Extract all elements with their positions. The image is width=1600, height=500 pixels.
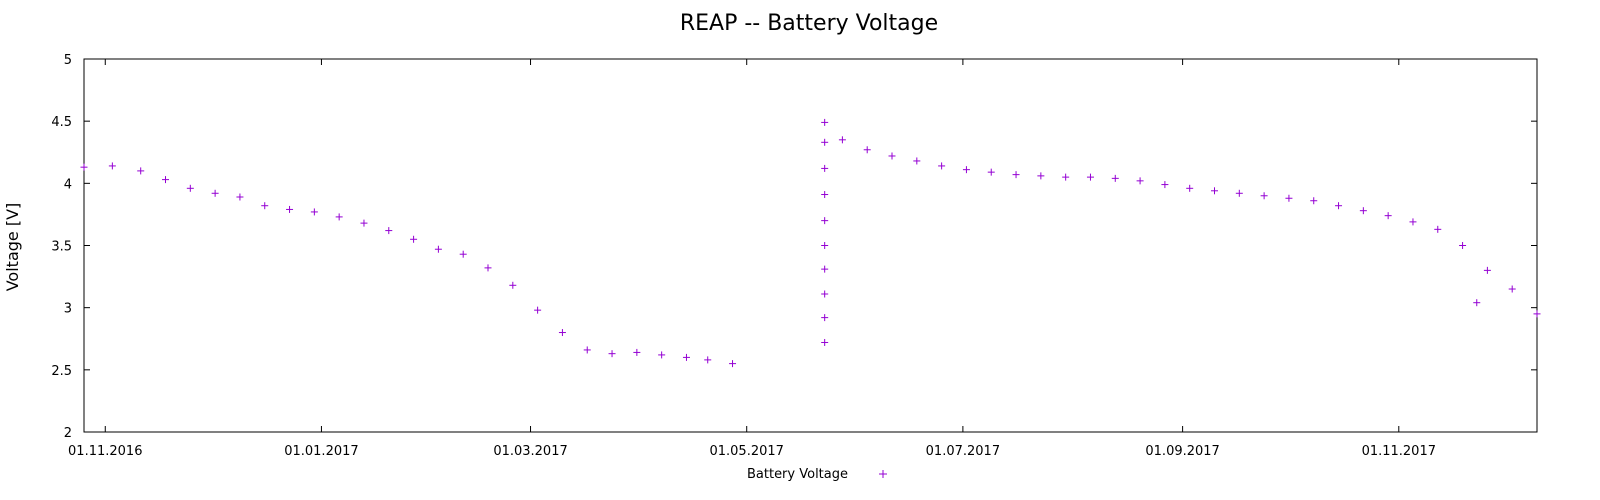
data-point xyxy=(1037,172,1045,180)
data-point xyxy=(863,146,871,154)
y-tick-label: 3.5 xyxy=(51,240,72,255)
data-point xyxy=(186,184,194,192)
data-point xyxy=(821,242,829,249)
data-point xyxy=(1235,189,1243,197)
data-point xyxy=(821,191,829,199)
data-point xyxy=(509,281,517,289)
data-point xyxy=(583,346,591,354)
data-point xyxy=(1409,218,1417,226)
data-point xyxy=(821,138,829,146)
data-point xyxy=(821,118,829,126)
data-point xyxy=(1533,310,1541,318)
plot-area-frame xyxy=(83,58,1538,433)
x-tick-label: 01.07.2017 xyxy=(926,444,1000,459)
data-point xyxy=(1012,171,1020,179)
data-point xyxy=(335,213,343,221)
data-point xyxy=(236,193,244,201)
data-point xyxy=(608,350,616,358)
data-point xyxy=(1483,266,1491,274)
y-tick-label: 5 xyxy=(64,53,72,68)
data-point xyxy=(1384,212,1392,220)
legend: Battery Voltage xyxy=(747,467,887,482)
data-point xyxy=(1285,194,1293,202)
data-point xyxy=(888,152,896,160)
data-point xyxy=(162,176,170,184)
data-point xyxy=(1186,184,1194,192)
data-point xyxy=(1434,225,1442,233)
data-point xyxy=(938,162,946,170)
data-point xyxy=(1335,202,1343,210)
x-tick-label: 01.11.2017 xyxy=(1362,444,1436,459)
data-point xyxy=(410,235,418,243)
data-point xyxy=(1111,174,1119,182)
y-tick-label: 2.5 xyxy=(51,364,72,379)
legend-plus-marker xyxy=(879,470,887,478)
chart-title: REAP -- Battery Voltage xyxy=(680,11,938,36)
x-tick-label: 01.03.2017 xyxy=(493,444,567,459)
data-point xyxy=(1310,197,1318,205)
data-point xyxy=(360,219,368,227)
data-point xyxy=(658,351,666,359)
x-tick-label: 01.09.2017 xyxy=(1145,444,1219,459)
data-points-layer xyxy=(80,118,1541,368)
data-point xyxy=(682,353,690,361)
data-point xyxy=(633,348,641,356)
data-point xyxy=(821,338,829,346)
data-point xyxy=(558,329,566,337)
data-point xyxy=(962,166,970,174)
y-axis-label: Voltage [V] xyxy=(3,203,22,292)
data-point xyxy=(821,164,829,172)
y-tick-label: 3 xyxy=(64,302,72,317)
legend-marker xyxy=(879,470,887,478)
data-point xyxy=(821,265,829,273)
y-tick-label: 4.5 xyxy=(51,115,72,130)
data-point xyxy=(1161,181,1169,189)
data-point xyxy=(385,227,393,235)
data-point xyxy=(211,189,219,197)
ticks-layer: 2 2.5 3 3.5 4 4.5 5 01.11.2016 01.01.2017 01.03.2… xyxy=(51,53,1537,459)
data-point xyxy=(261,202,269,210)
data-point xyxy=(987,168,995,176)
data-point xyxy=(821,217,829,225)
data-point xyxy=(1062,173,1070,181)
x-tick-label: 01.05.2017 xyxy=(709,444,783,459)
y-tick-label: 2 xyxy=(64,426,72,441)
legend-label: Battery Voltage xyxy=(747,467,848,482)
data-point xyxy=(459,250,467,258)
data-point xyxy=(1473,299,1481,307)
data-point xyxy=(729,360,737,368)
data-point xyxy=(1136,177,1144,185)
data-point xyxy=(1459,242,1467,249)
data-point xyxy=(137,167,145,175)
data-point xyxy=(1260,192,1268,200)
data-point xyxy=(913,157,921,165)
data-point xyxy=(704,356,712,364)
data-point xyxy=(310,208,318,216)
data-point xyxy=(434,245,442,253)
x-tick-label: 01.01.2017 xyxy=(284,444,358,459)
data-point xyxy=(80,163,88,171)
data-point xyxy=(821,314,829,322)
data-point xyxy=(108,162,116,170)
data-point xyxy=(1359,207,1367,215)
data-point xyxy=(484,264,492,272)
data-point xyxy=(286,205,294,213)
y-tick-label: 4 xyxy=(64,177,72,192)
data-point xyxy=(1211,187,1219,195)
data-point xyxy=(534,306,542,314)
data-point xyxy=(1508,285,1516,293)
data-point xyxy=(821,290,829,298)
data-point xyxy=(838,136,846,144)
x-tick-label: 01.11.2016 xyxy=(68,444,142,459)
data-point xyxy=(1086,173,1094,181)
